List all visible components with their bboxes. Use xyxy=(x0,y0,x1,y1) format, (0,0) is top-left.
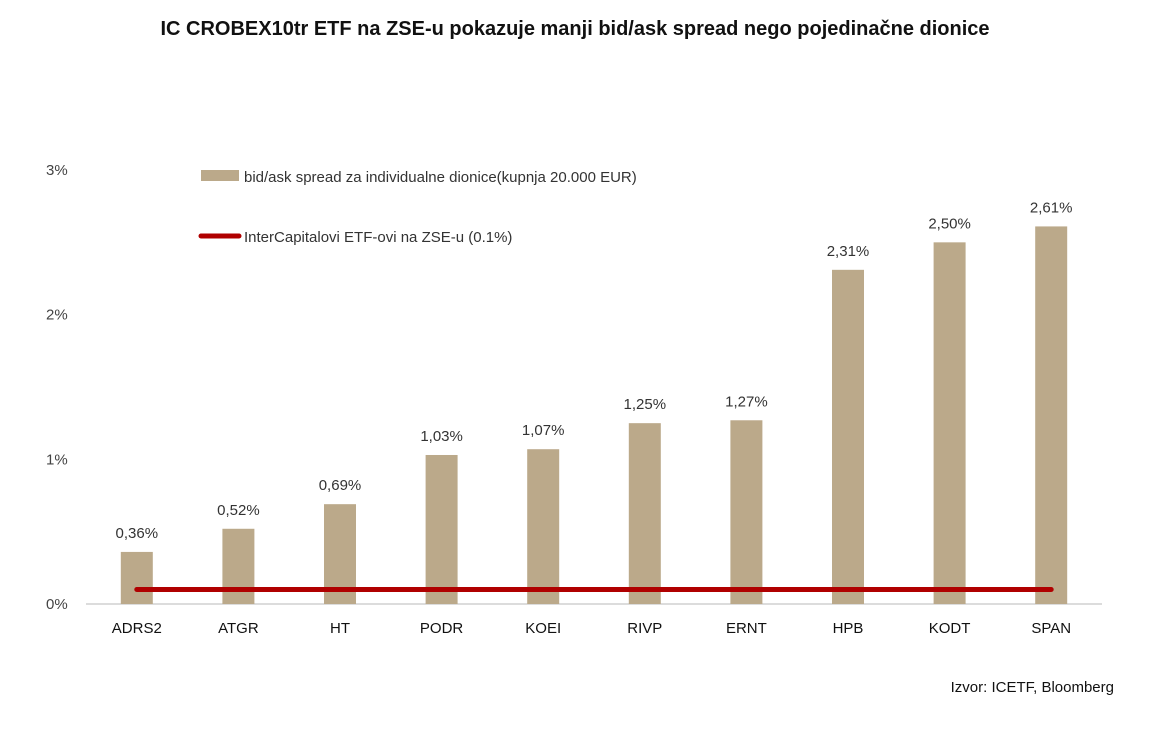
data-label: 0,69% xyxy=(319,477,362,494)
x-tick-label: HT xyxy=(330,620,350,637)
x-tick-label: KOEI xyxy=(525,620,561,637)
data-label: 1,07% xyxy=(522,422,565,439)
x-tick-label: ADRS2 xyxy=(112,620,162,637)
bars-layer: 0,36% 0,52% 0,69% 1,03% 1,07% 1,25% 1,27% 2,31%… xyxy=(116,199,1073,605)
x-tick-label: RIVP xyxy=(627,620,662,637)
bar-podr xyxy=(425,454,458,604)
data-label: 2,61% xyxy=(1030,199,1073,216)
data-label: 1,27% xyxy=(725,393,768,410)
x-tick-label: KODT xyxy=(929,620,971,637)
data-label: 1,03% xyxy=(420,428,463,445)
x-tick-label: PODR xyxy=(420,620,464,637)
bar-rivp xyxy=(628,423,661,604)
x-tick-label: ERNT xyxy=(726,620,767,637)
bar-ernt xyxy=(730,420,763,604)
legend: bid/ask spread za individualne dionice(k… xyxy=(198,169,637,246)
bar-atgr xyxy=(222,528,255,604)
data-label: 2,31% xyxy=(827,243,870,260)
y-tick-label: 2% xyxy=(46,307,68,324)
y-tick-label: 0% xyxy=(46,596,68,613)
x-tick-label: HPB xyxy=(833,620,864,637)
data-label: 1,25% xyxy=(624,396,667,413)
bar-adrs2 xyxy=(120,551,153,604)
x-tick-label: SPAN xyxy=(1031,620,1071,637)
bar-kodt xyxy=(933,242,966,605)
axes-layer: 0% 1% 2% 3% ADRS2 ATGR HT PODR KOEI RIVP ERNT HPB KO… xyxy=(46,162,1102,637)
data-label: 2,50% xyxy=(928,215,971,232)
data-label: 0,36% xyxy=(116,525,159,542)
y-tick-label: 1% xyxy=(46,451,68,468)
chart-title: IC CROBEX10tr ETF na ZSE-u pokazuje manj… xyxy=(160,18,990,40)
bar-span xyxy=(1035,226,1068,605)
bar-koei xyxy=(527,449,560,604)
legend-bar-swatch xyxy=(201,170,239,181)
x-tick-label: ATGR xyxy=(218,620,259,637)
y-tick-label: 3% xyxy=(46,162,68,179)
source-note: Izvor: ICETF, Bloomberg xyxy=(950,679,1114,696)
bar-hpb xyxy=(832,269,864,604)
legend-line-label: InterCapitalovi ETF-ovi na ZSE-u (0.1%) xyxy=(244,229,512,246)
data-label: 0,52% xyxy=(217,502,260,519)
legend-bar-label: bid/ask spread za individualne dionice(k… xyxy=(244,169,637,186)
